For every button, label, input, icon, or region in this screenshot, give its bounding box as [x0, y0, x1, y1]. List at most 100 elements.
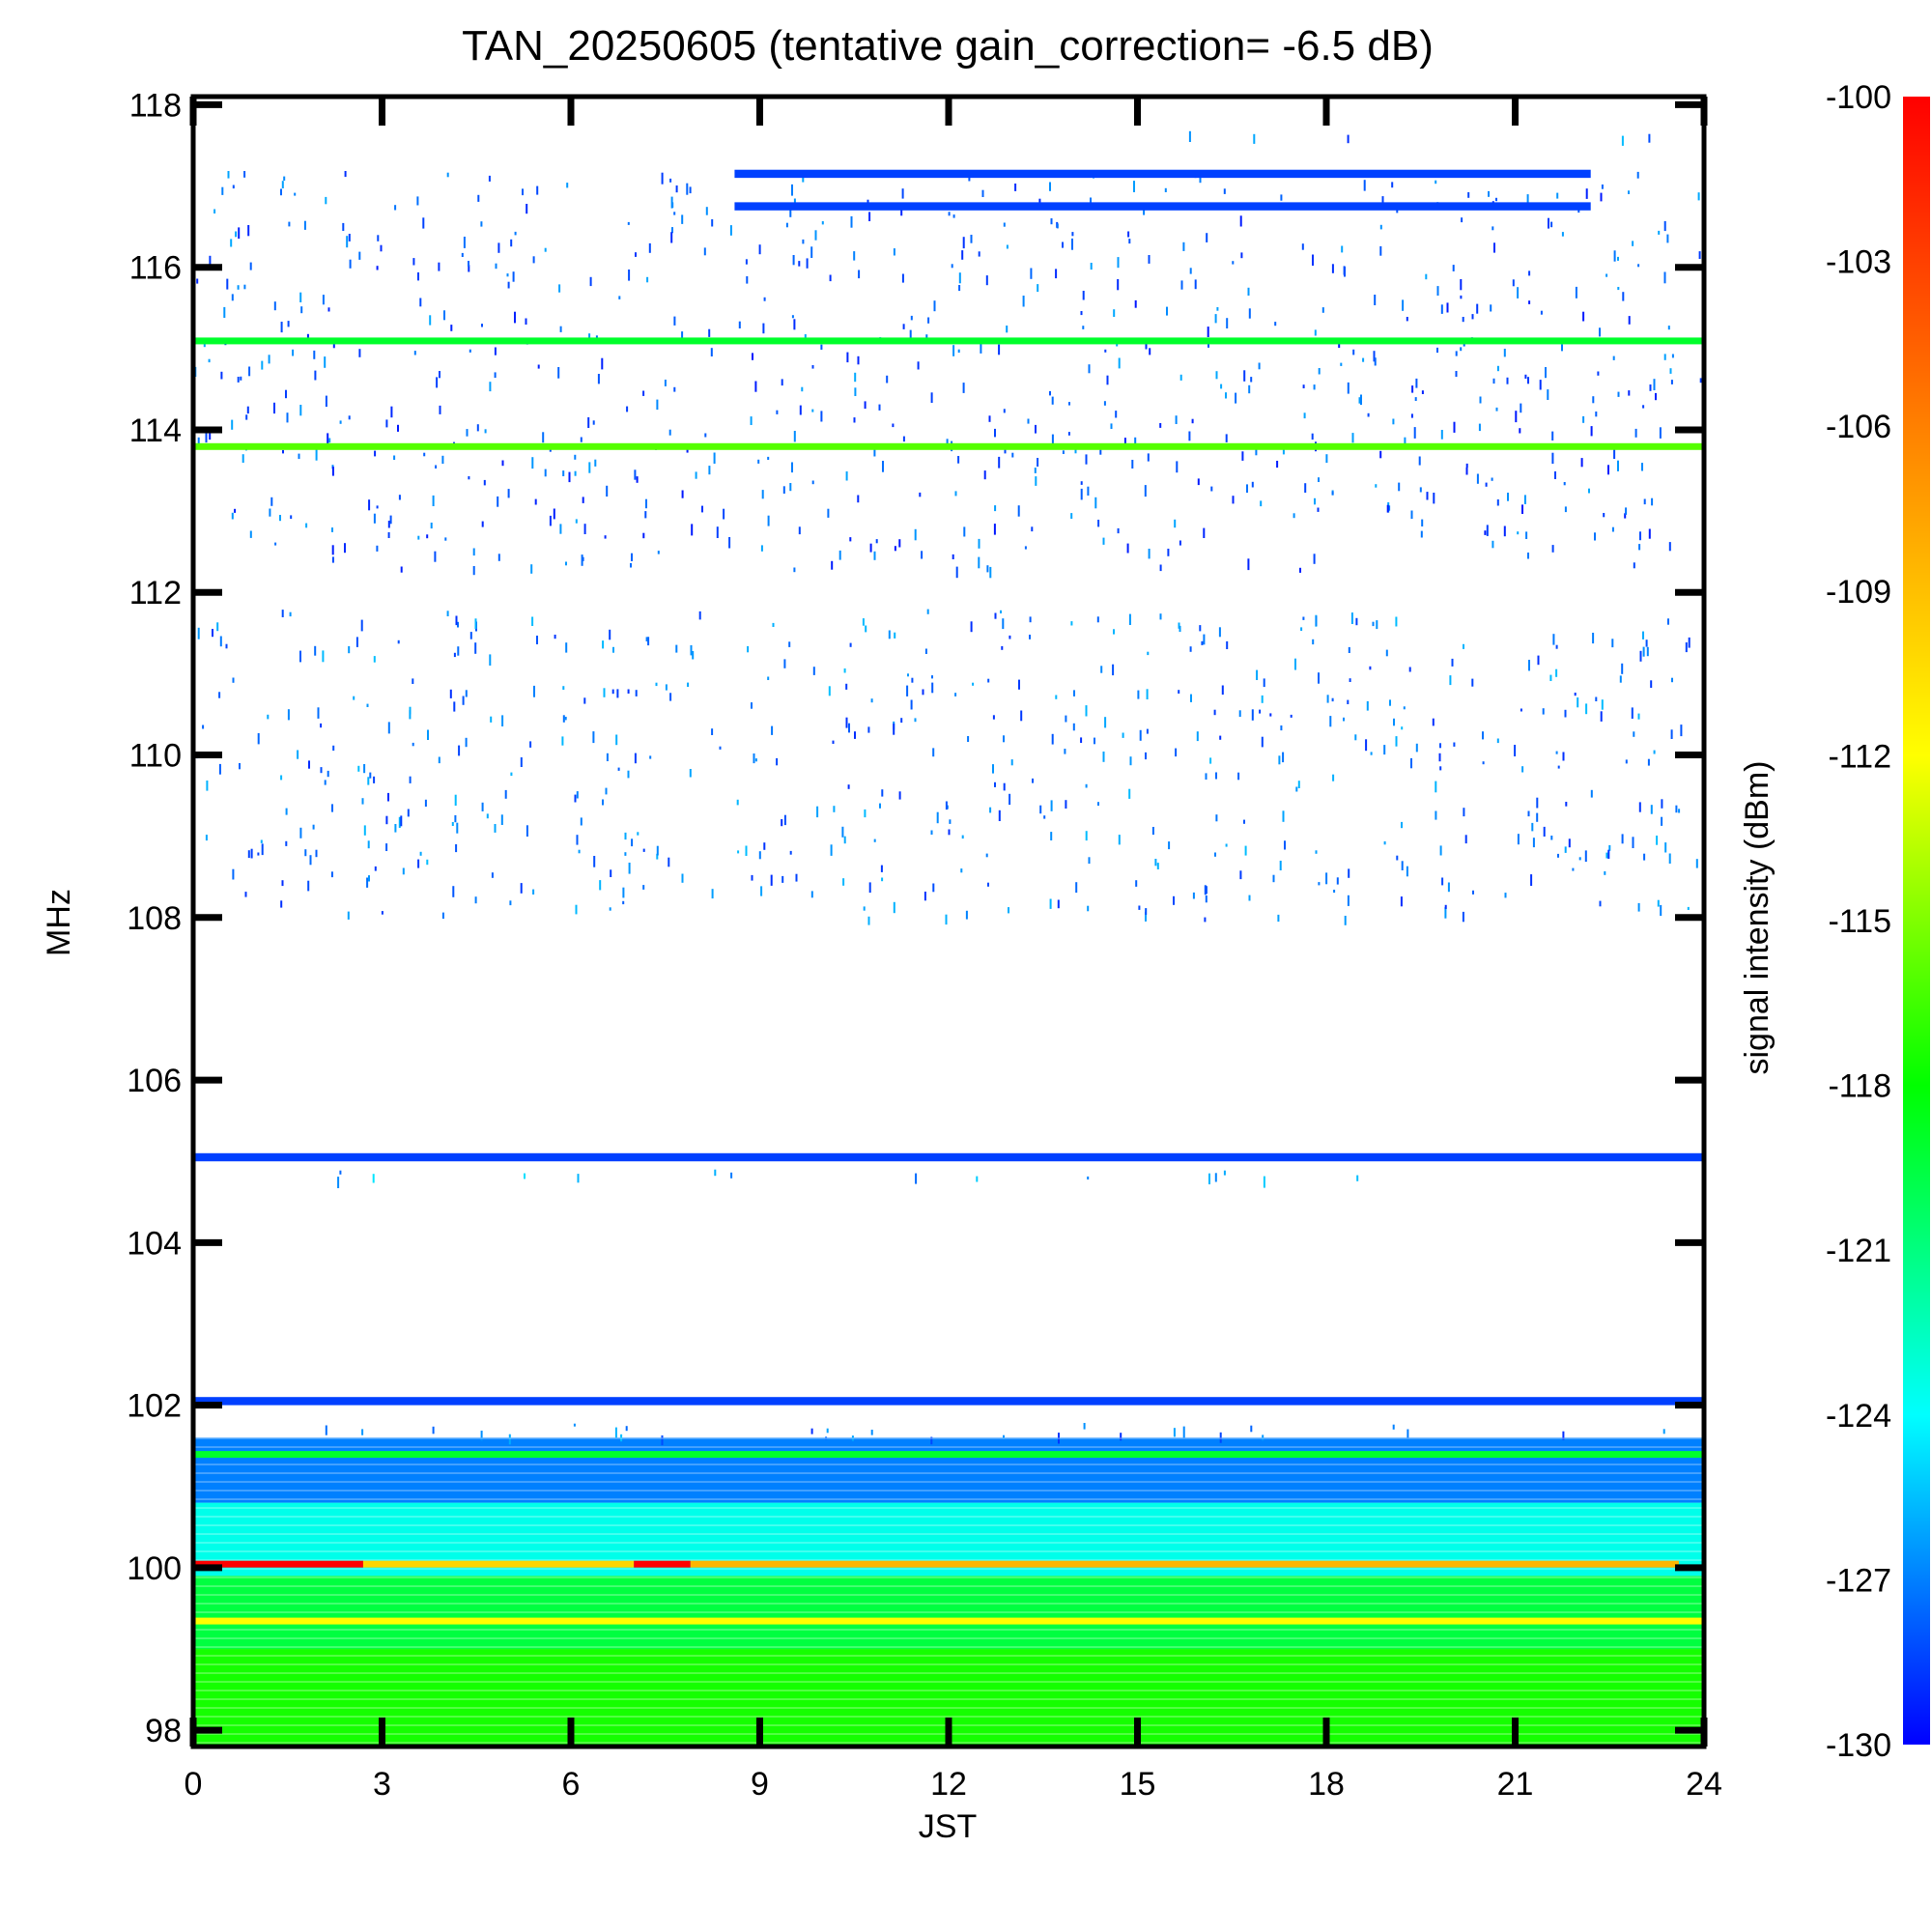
heatmap-cell	[704, 433, 707, 438]
heatmap-cell	[542, 432, 545, 443]
heatmap-cell	[1648, 133, 1651, 143]
heatmap-cell	[1465, 463, 1468, 468]
heatmap-cell	[1432, 718, 1435, 726]
heatmap-cell	[655, 682, 658, 687]
heatmap-cell	[1358, 397, 1361, 404]
heatmap-cell	[881, 789, 884, 797]
heatmap-cell	[274, 542, 277, 546]
heatmap-cell	[1250, 377, 1253, 383]
heatmap-cell	[1436, 347, 1438, 354]
heatmap-cell	[332, 344, 335, 349]
heatmap-cell	[1347, 699, 1350, 704]
heatmap-cell	[989, 566, 992, 579]
heatmap-cell	[533, 685, 535, 697]
heatmap-cell	[1173, 895, 1175, 905]
heatmap-cell	[902, 324, 905, 329]
heatmap-cell	[1520, 708, 1522, 712]
heatmap-cell	[419, 298, 422, 307]
heatmap-cell	[828, 686, 831, 696]
heatmap-cell	[581, 554, 583, 566]
heatmap-cell	[954, 693, 957, 696]
heatmap-cell	[1370, 752, 1373, 755]
heatmap-cell	[205, 835, 208, 841]
signal-line	[193, 1560, 363, 1568]
heatmap-cell	[299, 827, 302, 838]
heatmap-cell	[661, 1435, 664, 1446]
heatmap-cell	[1331, 491, 1334, 496]
heatmap-cell	[825, 1436, 828, 1440]
heatmap-cell	[893, 901, 895, 914]
heatmap-cell	[1272, 874, 1275, 883]
heatmap-cell	[1139, 729, 1142, 741]
heatmap-cell	[1515, 411, 1518, 423]
heatmap-stripe	[193, 1629, 1704, 1631]
heatmap-stripe	[193, 1585, 1704, 1587]
heatmap-cell	[1492, 378, 1495, 384]
heatmap-cell	[858, 270, 861, 279]
heatmap-cell	[565, 561, 567, 566]
heatmap-cell	[1173, 1428, 1176, 1437]
heatmap-cell	[1331, 264, 1334, 273]
heatmap-cell	[331, 545, 334, 555]
heatmap-cell	[1514, 745, 1517, 756]
heatmap-cell	[549, 515, 552, 526]
heatmap-cell	[1280, 725, 1283, 731]
heatmap-cell	[435, 465, 438, 469]
heatmap-cell	[305, 523, 308, 528]
heatmap-cell	[1009, 635, 1011, 639]
heatmap-cell	[1207, 327, 1209, 337]
heatmap-cell	[1600, 192, 1603, 202]
heatmap-cell	[507, 489, 510, 498]
heatmap-cell	[670, 232, 673, 243]
heatmap-cell	[580, 817, 582, 826]
heatmap-cell	[1650, 805, 1653, 814]
heatmap-cell	[1401, 861, 1404, 870]
heatmap-cell	[231, 294, 234, 301]
heatmap-cell	[1085, 783, 1088, 788]
heatmap-cell	[1122, 732, 1124, 738]
heatmap-cell	[642, 532, 645, 539]
heatmap-cell	[525, 318, 527, 325]
heatmap-cell	[930, 392, 933, 403]
heatmap-cell	[751, 702, 753, 709]
heatmap-cell	[762, 323, 765, 334]
heatmap-cell	[994, 612, 997, 619]
heatmap-cell	[1490, 304, 1492, 312]
heatmap-cell	[1225, 434, 1228, 442]
heatmap-cell	[951, 264, 953, 269]
heatmap-cell	[1360, 394, 1362, 406]
heatmap-cell	[1410, 510, 1413, 520]
heatmap-cell	[1550, 836, 1553, 840]
heatmap-cell	[921, 551, 923, 559]
heatmap-cell	[1685, 642, 1688, 653]
heatmap-cell	[1453, 421, 1456, 433]
heatmap-cell	[501, 715, 504, 726]
heatmap-cell	[1117, 527, 1120, 534]
heatmap-cell	[1398, 482, 1401, 492]
heatmap-cell	[949, 819, 952, 824]
heatmap-cell	[870, 698, 873, 703]
heatmap-cell	[1471, 678, 1474, 687]
heatmap-cell	[1392, 1424, 1395, 1430]
heatmap-cell	[1597, 371, 1600, 376]
heatmap-cell	[476, 424, 479, 432]
heatmap-cell	[292, 349, 295, 356]
heatmap-stripe	[193, 1516, 1704, 1518]
heatmap-band	[734, 169, 1591, 179]
heatmap-cell	[853, 251, 856, 261]
heatmap-cell	[288, 221, 291, 227]
heatmap-cell	[681, 490, 684, 498]
heatmap-cell	[1395, 616, 1398, 627]
heatmap-cell	[1663, 220, 1666, 232]
heatmap-cell	[1134, 299, 1137, 308]
heatmap-cell	[574, 794, 577, 803]
heatmap-cell	[1232, 496, 1235, 504]
heatmap-cell	[1381, 196, 1384, 205]
heatmap-cell	[441, 912, 444, 920]
heatmap-cell	[1621, 135, 1624, 146]
heatmap-cell	[231, 419, 234, 430]
heatmap-cell	[1578, 857, 1581, 861]
heatmap-cell	[642, 848, 645, 852]
heatmap-cell	[1383, 841, 1386, 845]
heatmap-cell	[1507, 493, 1509, 501]
